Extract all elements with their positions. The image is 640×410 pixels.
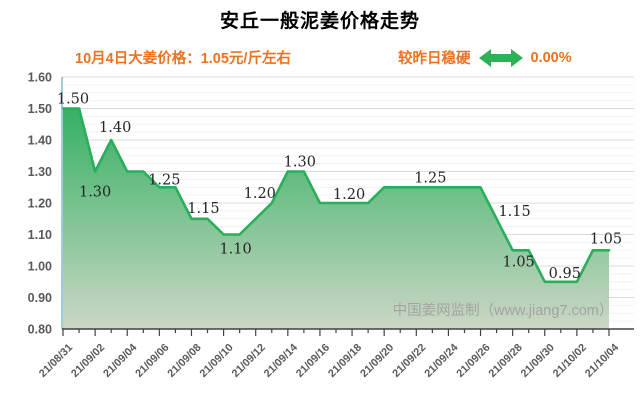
watermark: 中国姜网监制（www.jiang7.com） bbox=[393, 302, 614, 319]
x-tick-label: 21/09/10 bbox=[198, 342, 236, 380]
point-label: 1.25 bbox=[414, 170, 446, 186]
x-tick-label: 21/09/26 bbox=[454, 342, 492, 380]
trend-label: 较昨日稳硬 bbox=[398, 51, 471, 67]
x-tick-label: 21/09/24 bbox=[422, 342, 460, 380]
y-tick-label: 1.60 bbox=[28, 71, 52, 85]
x-tick-label: 21/09/28 bbox=[487, 342, 525, 380]
x-tick-label: 21/09/02 bbox=[69, 342, 107, 380]
x-tick-label: 21/09/08 bbox=[165, 342, 203, 380]
y-tick-label: 1.30 bbox=[28, 165, 52, 179]
x-tick-label: 21/09/20 bbox=[358, 342, 396, 380]
y-tick-label: 1.00 bbox=[28, 260, 52, 274]
x-tick-label: 21/08/31 bbox=[37, 342, 75, 380]
x-tick-label: 21/09/12 bbox=[230, 342, 268, 380]
subtitle-row: 10月4日大姜价格：1.05元/斤左右 较昨日稳硬 0.00% bbox=[0, 47, 640, 69]
x-tick-label: 21/09/04 bbox=[101, 342, 139, 380]
y-tick-label: 0.90 bbox=[28, 291, 52, 305]
y-tick-label: 0.80 bbox=[28, 323, 52, 337]
y-tick-label: 1.40 bbox=[28, 134, 52, 148]
price-line bbox=[61, 107, 611, 284]
point-label: 1.10 bbox=[219, 242, 251, 258]
point-label: 1.20 bbox=[333, 187, 365, 203]
data-point-labels: 1.50 1.30 1.40 1.25 1.15 1.10 1.20 1.30 1.20 1.25… bbox=[57, 92, 622, 282]
x-tick-label: 21/10/04 bbox=[583, 342, 621, 380]
price-area-series bbox=[61, 107, 611, 329]
x-tick-label: 21/09/18 bbox=[326, 342, 364, 380]
x-tick-label: 21/09/06 bbox=[133, 342, 171, 380]
current-price-note: 10月4日大姜价格：1.05元/斤左右 bbox=[75, 51, 291, 67]
x-tick-label: 21/09/16 bbox=[294, 342, 332, 380]
point-label: 1.05 bbox=[502, 254, 534, 270]
point-label: 1.30 bbox=[284, 155, 316, 171]
point-label: 1.15 bbox=[498, 204, 530, 220]
price-area bbox=[63, 108, 609, 329]
point-label: 1.40 bbox=[99, 120, 131, 136]
trend-indicator: 较昨日稳硬 0.00% bbox=[398, 47, 572, 68]
double-horizontal-arrow-icon bbox=[478, 48, 524, 68]
x-tick-label: 21/09/30 bbox=[519, 342, 557, 380]
x-tick-label: 21/09/14 bbox=[262, 342, 300, 380]
page-title: 安丘一般泥姜价格走势 bbox=[219, 11, 420, 32]
trend-percent: 0.00% bbox=[530, 49, 572, 66]
axes-and-ticks bbox=[61, 77, 634, 336]
y-tick-label: 1.10 bbox=[28, 228, 52, 242]
point-label: 0.95 bbox=[549, 266, 581, 282]
point-label: 1.15 bbox=[187, 201, 219, 217]
x-tick-label: 21/10/02 bbox=[551, 342, 589, 380]
y-axis-labels: 1.60 1.50 1.40 1.30 1.20 1.10 1.00 0.90 0.80 bbox=[28, 71, 52, 337]
point-label: 1.30 bbox=[79, 185, 111, 201]
point-label: 1.05 bbox=[590, 231, 622, 247]
x-tick-label: 21/09/22 bbox=[390, 342, 428, 380]
point-label: 1.25 bbox=[148, 172, 180, 188]
x-axis-labels: 21/08/3121/09/0221/09/0421/09/0621/09/08… bbox=[37, 342, 621, 380]
y-tick-label: 1.20 bbox=[28, 197, 52, 211]
point-label: 1.20 bbox=[244, 186, 276, 202]
point-label: 1.50 bbox=[57, 92, 89, 108]
y-tick-label: 1.50 bbox=[28, 102, 52, 116]
